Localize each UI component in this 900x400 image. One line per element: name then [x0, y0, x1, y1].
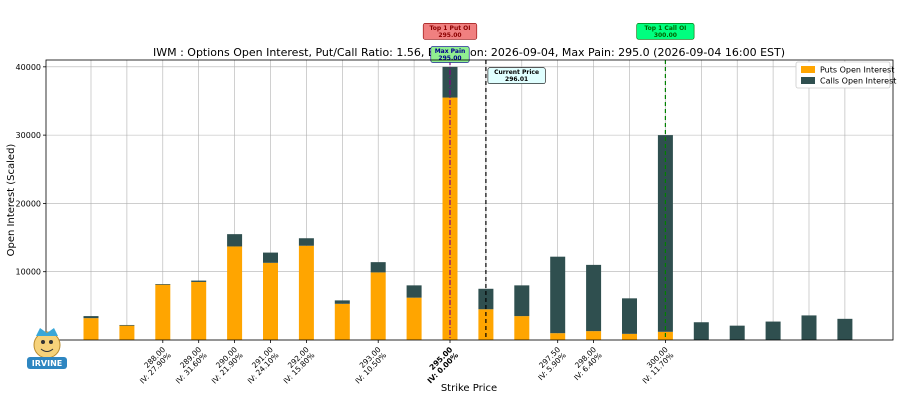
bar-puts	[622, 333, 637, 340]
bar-puts	[442, 97, 458, 340]
bar-puts	[334, 303, 350, 340]
y-ticks: 010000200003000040000	[16, 63, 46, 345]
bar-puts	[514, 316, 530, 340]
bar-calls	[191, 280, 207, 282]
plot-frame	[45, 59, 894, 341]
bar-calls	[119, 324, 135, 326]
mascot-logo: IRVINE	[27, 328, 67, 369]
reference-lines	[449, 60, 667, 340]
bar-calls	[657, 135, 673, 332]
bar-puts	[298, 245, 314, 340]
legend-swatch-puts	[801, 66, 815, 73]
y-tick-label: 30000	[16, 131, 41, 140]
annotation-box	[487, 67, 546, 85]
bar-calls	[586, 264, 602, 332]
y-tick-label: 40000	[16, 63, 41, 72]
annotation-label: Max Pain	[435, 48, 466, 55]
x-tick-label: 289.00IV: 31.60%	[168, 345, 209, 386]
annotation-label: 296.01	[505, 76, 528, 83]
legend: Puts Open Interest Calls Open Interest	[795, 61, 896, 89]
bar-puts	[83, 318, 99, 340]
x-tick-label: 288.00IV: 27.90%	[132, 345, 173, 386]
bar-puts	[227, 246, 243, 340]
bar-puts	[191, 281, 207, 340]
bar-puts	[550, 333, 566, 340]
annotation-box	[636, 23, 695, 40]
bar-puts	[119, 325, 135, 340]
bar-calls	[622, 298, 637, 334]
bar-calls	[801, 315, 817, 340]
bar-puts	[155, 284, 171, 340]
legend-label-calls: Calls Open Interest	[820, 77, 896, 86]
bar-calls	[514, 285, 530, 317]
bar-calls	[227, 234, 243, 247]
bar-puts	[370, 272, 386, 340]
grid-lines	[46, 60, 893, 341]
bar-calls	[263, 252, 278, 263]
y-axis-label: Open Interest (Scaled)	[6, 144, 17, 257]
bar-calls	[765, 321, 781, 340]
legend-frame	[795, 61, 891, 89]
bar-calls	[155, 284, 171, 285]
logo-text: IRVINE	[32, 359, 62, 368]
bar-calls	[298, 238, 314, 246]
bar-calls	[83, 316, 99, 319]
bar-puts	[586, 331, 602, 340]
y-tick-label: 20000	[16, 199, 41, 208]
x-tick-label: 291.00IV: 24.10%	[240, 345, 281, 386]
legend-label-puts: Puts Open Interest	[820, 66, 894, 75]
annotation-box	[430, 46, 470, 63]
bar-calls	[693, 322, 709, 340]
annotation-label: 295.00	[438, 32, 461, 39]
bar-calls	[550, 256, 566, 334]
y-tick-label: 10000	[16, 268, 41, 277]
bar-calls	[406, 285, 422, 298]
bar-calls	[837, 318, 853, 340]
x-axis-label: Strike Price	[441, 383, 497, 394]
bar-calls	[729, 325, 745, 340]
bar-group	[83, 66, 853, 340]
bar-calls	[334, 300, 350, 304]
annotation-box	[422, 23, 478, 40]
bar-puts	[263, 262, 278, 340]
bar-puts	[478, 309, 494, 340]
x-tick-label: 292.00IV: 15.80%	[276, 345, 317, 386]
bar-calls	[370, 262, 386, 273]
annotation-label: 300.00	[654, 32, 677, 39]
x-tick-label: 298.00IV: 6.40%	[567, 345, 604, 382]
x-tick-label: 297.50IV: 5.90%	[531, 345, 568, 382]
x-tick-label: 293.00IV: 10.50%	[348, 345, 389, 386]
bar-puts	[406, 297, 422, 340]
x-tick-label: 295.00IV: 0.00%	[420, 345, 461, 386]
annotation-label: Top 1 Call OI	[644, 25, 686, 32]
legend-swatch-calls	[801, 77, 815, 84]
annotation-label: Top 1 Put OI	[429, 25, 470, 32]
annotation-label: 295.00	[438, 55, 461, 62]
x-tick-label: 300.00IV: 11.70%	[635, 345, 676, 386]
annotation-label: Current Price	[494, 69, 539, 76]
x-tick-label: 290.00IV: 21.90%	[204, 345, 245, 386]
x-ticks: 288.00IV: 27.90% 289.00IV: 31.60% 290.00IV…	[132, 340, 676, 386]
